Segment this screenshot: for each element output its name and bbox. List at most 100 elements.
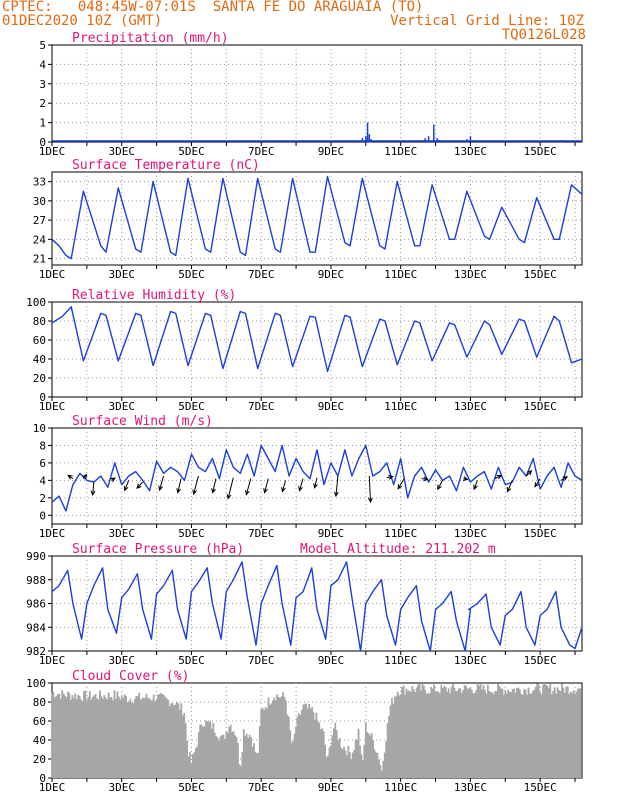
panel-title: Surface Pressure (hPa) — [72, 542, 244, 557]
cloud-bar — [68, 693, 71, 778]
cloud-bar — [334, 722, 337, 778]
wind-arrow-head — [123, 485, 129, 492]
wind-arrow-head — [192, 489, 197, 496]
cloud-bar — [173, 705, 175, 778]
wind-arrow-shaft — [92, 482, 95, 495]
wind-arrow — [386, 474, 394, 480]
cloud-bar — [338, 737, 341, 778]
cloud-bar — [85, 700, 88, 778]
cloud-bar — [285, 700, 287, 778]
cloud-bar — [449, 693, 451, 778]
cloud-bar — [521, 694, 524, 778]
y-tick-label: 1 — [39, 117, 46, 130]
wind-arrow-shaft — [177, 478, 182, 493]
cloud-bar — [453, 687, 456, 778]
cloud-bar — [331, 735, 334, 778]
cloud-bar — [428, 693, 431, 778]
y-tick-label: 100 — [26, 677, 46, 690]
cloud-bar — [456, 690, 459, 778]
cloud-bar — [138, 692, 141, 778]
cloud-bar — [255, 753, 258, 778]
cloud-bar — [492, 694, 495, 778]
cloud-bar — [369, 735, 372, 778]
cloud-bar — [318, 722, 321, 778]
cloud-bar — [292, 740, 295, 778]
cloud-bar — [274, 700, 277, 778]
cloud-bar — [199, 724, 202, 778]
cloud-bar — [472, 693, 475, 778]
cloud-bar — [164, 696, 167, 778]
cloud-bar — [132, 703, 135, 778]
cloud-bar — [58, 693, 61, 778]
series-line — [51, 306, 583, 373]
cloud-bar — [145, 693, 148, 778]
x-tick-label: 9DEC — [318, 781, 345, 794]
cloud-bar — [328, 747, 331, 778]
y-tick-label: 21 — [33, 253, 46, 266]
panel-frame — [51, 301, 583, 398]
cloud-bar — [324, 744, 327, 778]
cloud-bar — [117, 696, 120, 778]
cloud-bar — [296, 716, 299, 778]
cloud-bar — [187, 756, 190, 778]
cloud-bar — [520, 693, 523, 778]
precip-bar — [365, 136, 367, 142]
wind-arrow-shaft — [494, 474, 502, 480]
cloud-bar — [537, 684, 540, 778]
panel-frame — [51, 427, 583, 525]
cloud-bar — [500, 688, 502, 778]
cloud-bar — [91, 697, 94, 778]
cloud-bar — [420, 690, 422, 778]
cloud-bar — [513, 688, 515, 778]
cloud-bar — [444, 687, 447, 778]
y-tick-label: 60 — [33, 715, 46, 728]
cloud-bar — [543, 683, 546, 778]
y-tick-label: 4 — [39, 58, 46, 71]
cloud-bar — [168, 706, 171, 778]
cloud-bar — [386, 722, 389, 778]
cloud-bar — [424, 690, 427, 778]
cloud-bar — [302, 704, 305, 778]
precip-bar — [436, 138, 439, 142]
x-tick-label: 9DEC — [318, 268, 345, 281]
cloud-bar — [149, 700, 152, 778]
y-tick-label: 27 — [33, 214, 46, 227]
wind-arrow — [462, 476, 469, 482]
wind-arrow-head — [226, 494, 232, 500]
wind-arrow — [473, 480, 478, 491]
cloud-bar — [498, 685, 501, 778]
cloud-bar — [504, 690, 507, 778]
cloud-bar — [542, 684, 544, 778]
cloud-bar — [245, 733, 248, 778]
cloud-bar — [463, 685, 466, 778]
cloud-bar — [174, 704, 177, 778]
cloud-bar — [52, 692, 55, 778]
cloud-bar — [277, 696, 280, 778]
cloud-bar — [327, 755, 329, 778]
cloud-bar — [193, 752, 196, 778]
cloud-bar — [215, 736, 218, 778]
wind-arrow — [123, 480, 130, 492]
cloud-bar — [507, 689, 510, 778]
y-tick-label: 40 — [33, 353, 46, 366]
cloud-bar — [65, 697, 68, 778]
cloud-bar — [436, 691, 438, 778]
x-tick-label: 7DEC — [248, 400, 275, 413]
wind-arrow — [525, 469, 533, 477]
wind-arrow-head — [90, 490, 96, 497]
y-tick-label: 100 — [26, 296, 46, 309]
cloud-bar — [414, 692, 417, 778]
wind-arrow — [313, 477, 318, 489]
cloud-bar — [475, 690, 478, 778]
cloud-bar — [523, 689, 526, 778]
cloud-bar — [440, 684, 443, 778]
cloud-bar — [228, 726, 231, 778]
wind-arrow-shaft — [212, 478, 217, 493]
x-tick-label: 11DEC — [384, 654, 417, 667]
cloud-bar — [579, 688, 582, 778]
cloud-bar — [563, 692, 566, 778]
x-tick-label: 7DEC — [248, 145, 275, 158]
wind-arrow-head — [333, 491, 339, 498]
wind-arrow-head — [437, 484, 442, 491]
wind-arrow — [560, 476, 569, 481]
